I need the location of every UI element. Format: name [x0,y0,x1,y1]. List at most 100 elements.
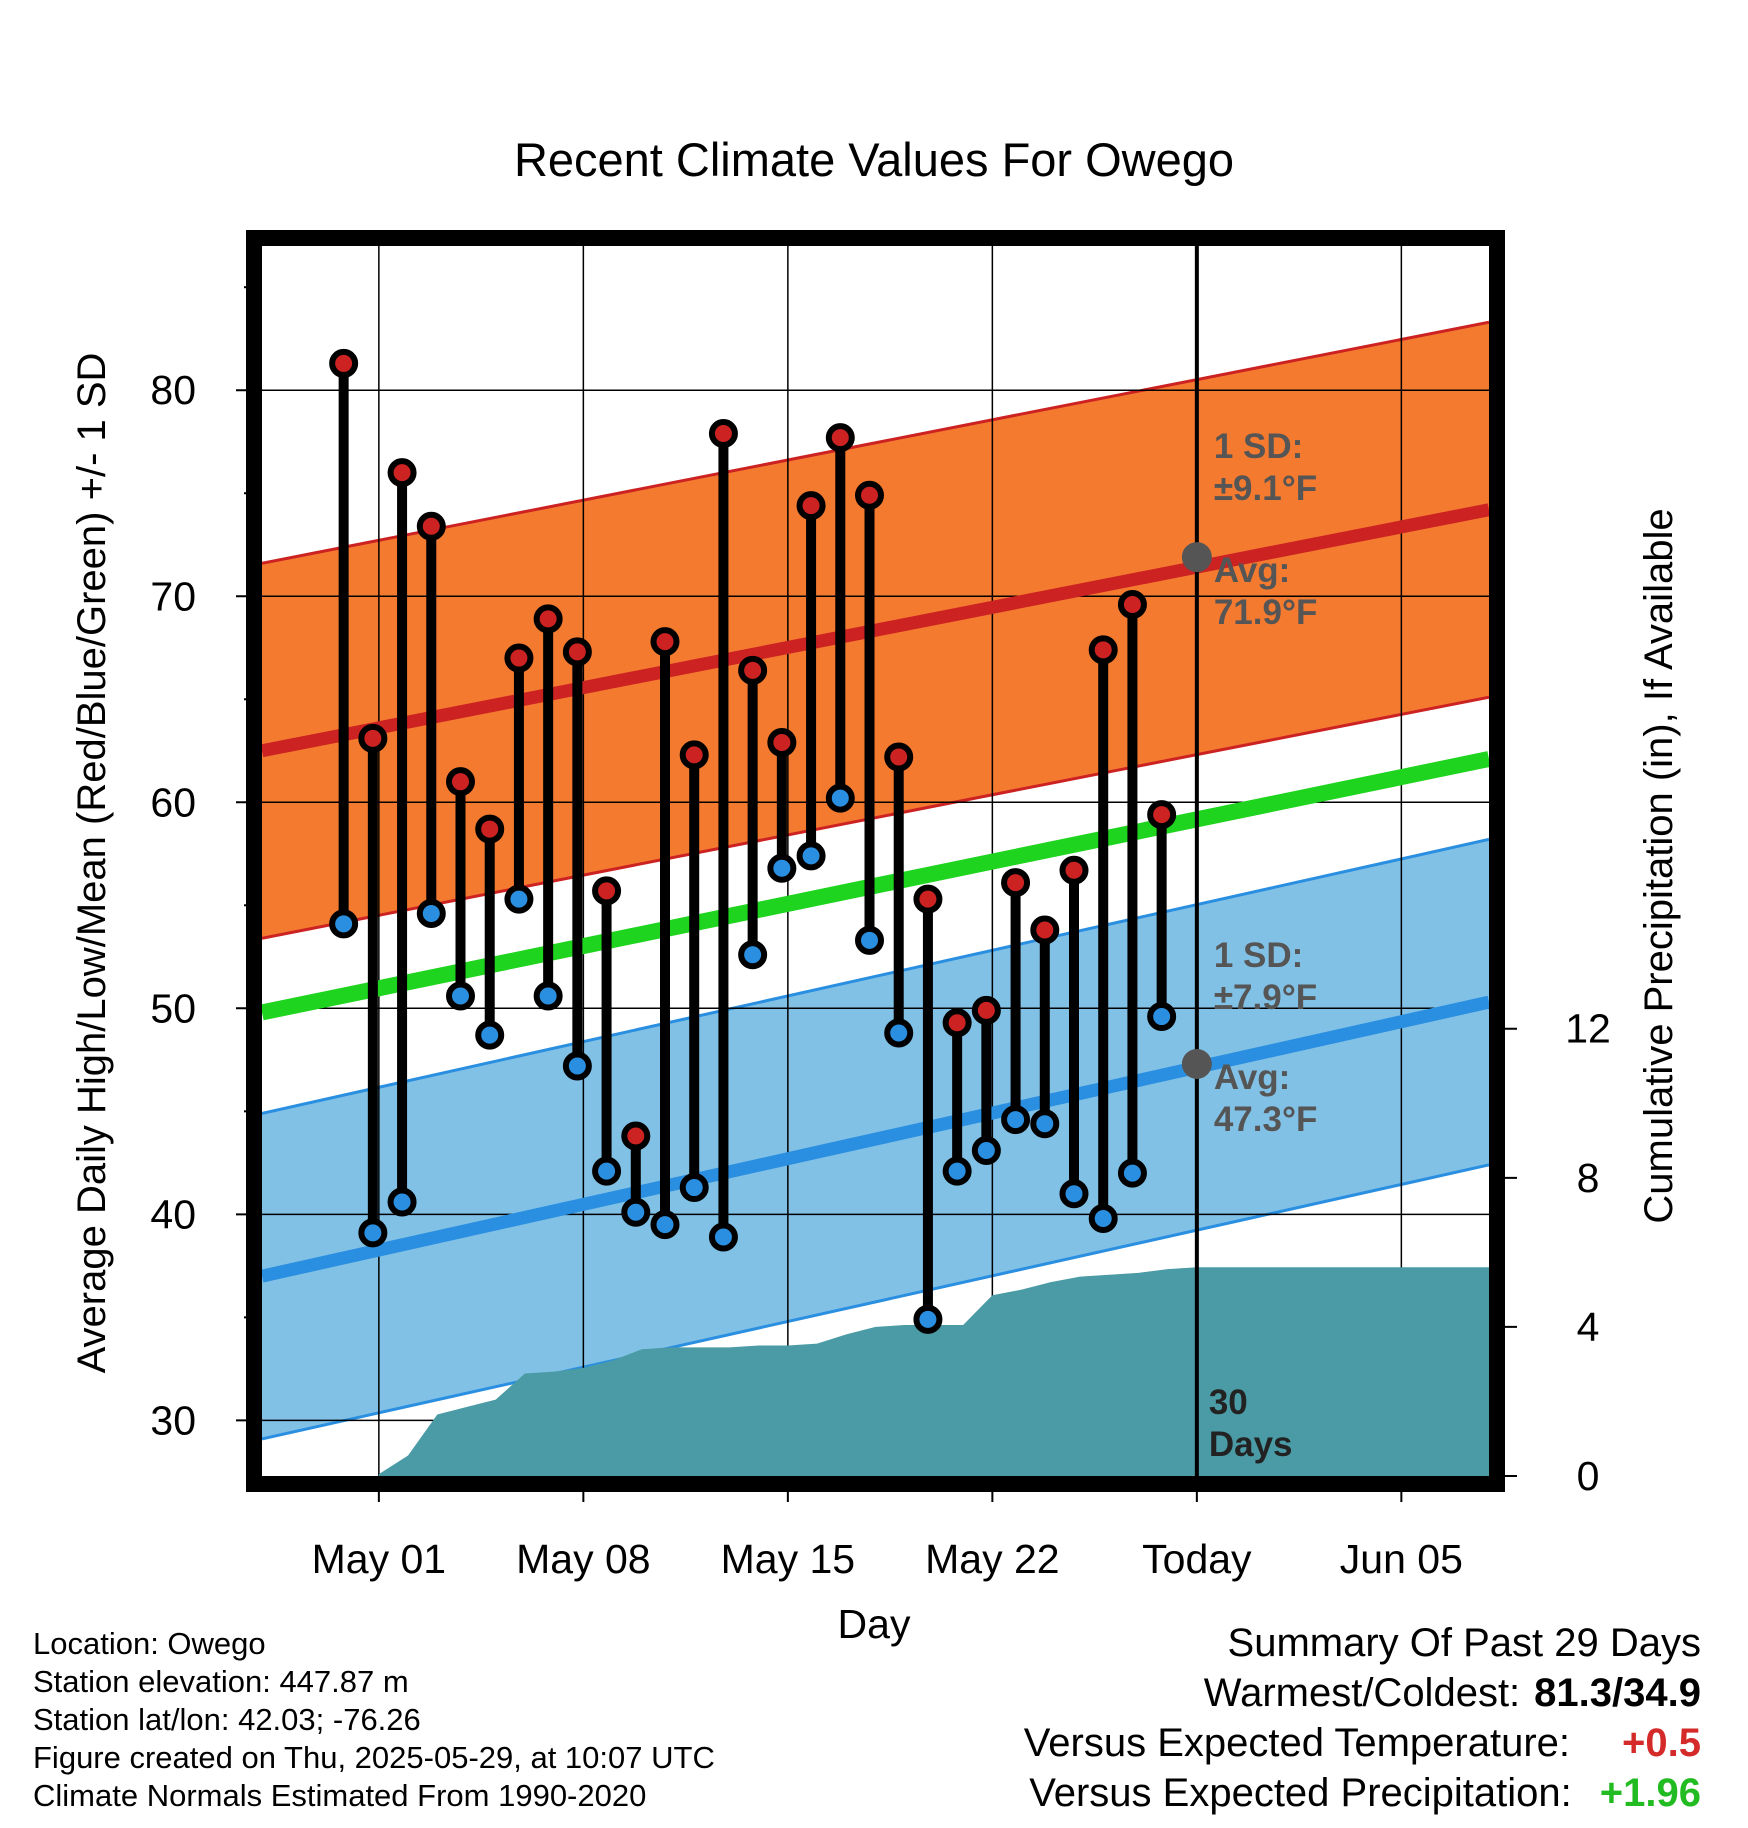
x-tick-label: May 22 [925,1536,1059,1582]
low-sd-band-upper [262,837,1489,1115]
low-point [971,1135,1001,1165]
low-point [387,1187,417,1217]
normals-text: Climate Normals Estimated From 1990-2020 [33,1778,647,1813]
high-avg-line [262,503,1489,758]
station-info: Location: Owego Station elevation: 447.8… [33,1625,715,1815]
low-point [1088,1203,1118,1233]
low-point [884,1018,914,1048]
temp-value: +0.5 [1622,1721,1701,1765]
high-point [621,1121,651,1151]
x-tick-label: May 08 [516,1536,650,1582]
low-sd-band-lower [262,1163,1489,1441]
plot-frame [246,230,1505,1492]
low-point [621,1197,651,1227]
low-point [504,884,534,914]
low-point [855,925,884,955]
low-point [358,1218,388,1248]
high-point [650,627,680,657]
latlon-text: Station lat/lon: 42.03; -76.26 [33,1702,421,1737]
high-sd-label: 1 SD: [1214,427,1303,466]
low-point [416,899,446,929]
low-point [1117,1158,1147,1188]
low-avg-line [262,995,1489,1283]
precip-area [378,1267,1489,1476]
elevation-text: Station elevation: 447.87 m [33,1664,409,1699]
warmest-label: Warmest/Coldest: [1203,1671,1521,1715]
high-point [796,491,826,521]
mean-avg-line [262,751,1489,1021]
precip-row: Versus Expected Precipitation: +1.96 [1024,1768,1701,1818]
today-high-avg-marker [1181,542,1212,573]
precip-label: Versus Expected Precipitation: [1029,1771,1572,1815]
low-sd-value: ±7.9°F [1214,978,1317,1017]
high-point [1001,868,1031,898]
high-point [504,643,534,673]
high-point [855,480,884,510]
warmest-row: Warmest/Coldest: 81.3/34.9 [1024,1668,1701,1718]
low-point [942,1156,972,1186]
high-point [1147,800,1177,830]
high-point [971,995,1001,1025]
x-tick-label: May 01 [312,1536,446,1582]
y2-tick-label: 8 [1577,1155,1600,1201]
low-point [767,853,797,883]
precip-value: +1.96 [1599,1771,1701,1815]
high-avg-label: Avg: [1214,551,1290,590]
low-point [562,1051,592,1081]
y2-tick-label: 12 [1565,1006,1611,1052]
y-tick-label: 40 [150,1191,196,1237]
low-point [650,1210,680,1240]
summary-panel: Summary Of Past 29 Days Warmest/Coldest:… [1024,1618,1701,1818]
high-point [562,637,592,667]
high-sd-value: ±9.1°F [1214,469,1317,508]
high-sd-band-upper [262,320,1489,565]
low-point [1001,1105,1031,1135]
low-point [1059,1179,1089,1209]
chart-title: Recent Climate Values For Owego [514,133,1234,186]
today-label-number: 30 [1209,1383,1248,1422]
low-point [592,1156,622,1186]
low-point [533,981,563,1011]
high-point [708,418,738,448]
y-tick-label: 70 [150,573,196,619]
low-avg-value: 47.3°F [1214,1100,1318,1139]
low-point [1147,1002,1177,1032]
y-axis-title: Average Daily High/Low/Mean (Red/Blue/Gr… [70,353,114,1374]
high-avg-value: 71.9°F [1214,593,1318,632]
high-sd-band-lower [262,695,1489,940]
high-point [767,728,797,758]
low-point [679,1173,709,1203]
high-point [1059,855,1089,885]
y-tick-label: 80 [150,367,196,413]
today-label-days: Days [1209,1425,1293,1464]
high-point [825,423,855,453]
low-point [446,981,475,1011]
high-point [387,458,417,488]
low-point [913,1304,943,1334]
low-point [1030,1109,1060,1139]
warmest-value: 81.3/34.9 [1534,1671,1701,1715]
y-tick-label: 60 [150,779,196,825]
summary-heading: Summary Of Past 29 Days [1227,1621,1701,1665]
x-axis-title: Day [838,1601,911,1647]
y2-tick-label: 4 [1577,1304,1600,1350]
high-point [329,348,359,378]
high-point [1117,589,1147,619]
low-point [738,940,768,970]
low-point [708,1222,738,1252]
high-point [592,876,622,906]
high-point [738,655,768,685]
high-point [942,1008,972,1038]
low-sd-label: 1 SD: [1214,936,1303,975]
high-point [1088,635,1118,665]
y2-tick-label: 0 [1577,1453,1600,1499]
low-point [475,1020,505,1050]
high-point [358,723,388,753]
high-point [533,604,563,634]
high-point [475,814,505,844]
high-point [679,740,709,770]
y-tick-label: 30 [150,1397,196,1443]
today-low-avg-marker [1181,1048,1212,1079]
temp-row: Versus Expected Temperature: +0.5 [1024,1718,1701,1768]
